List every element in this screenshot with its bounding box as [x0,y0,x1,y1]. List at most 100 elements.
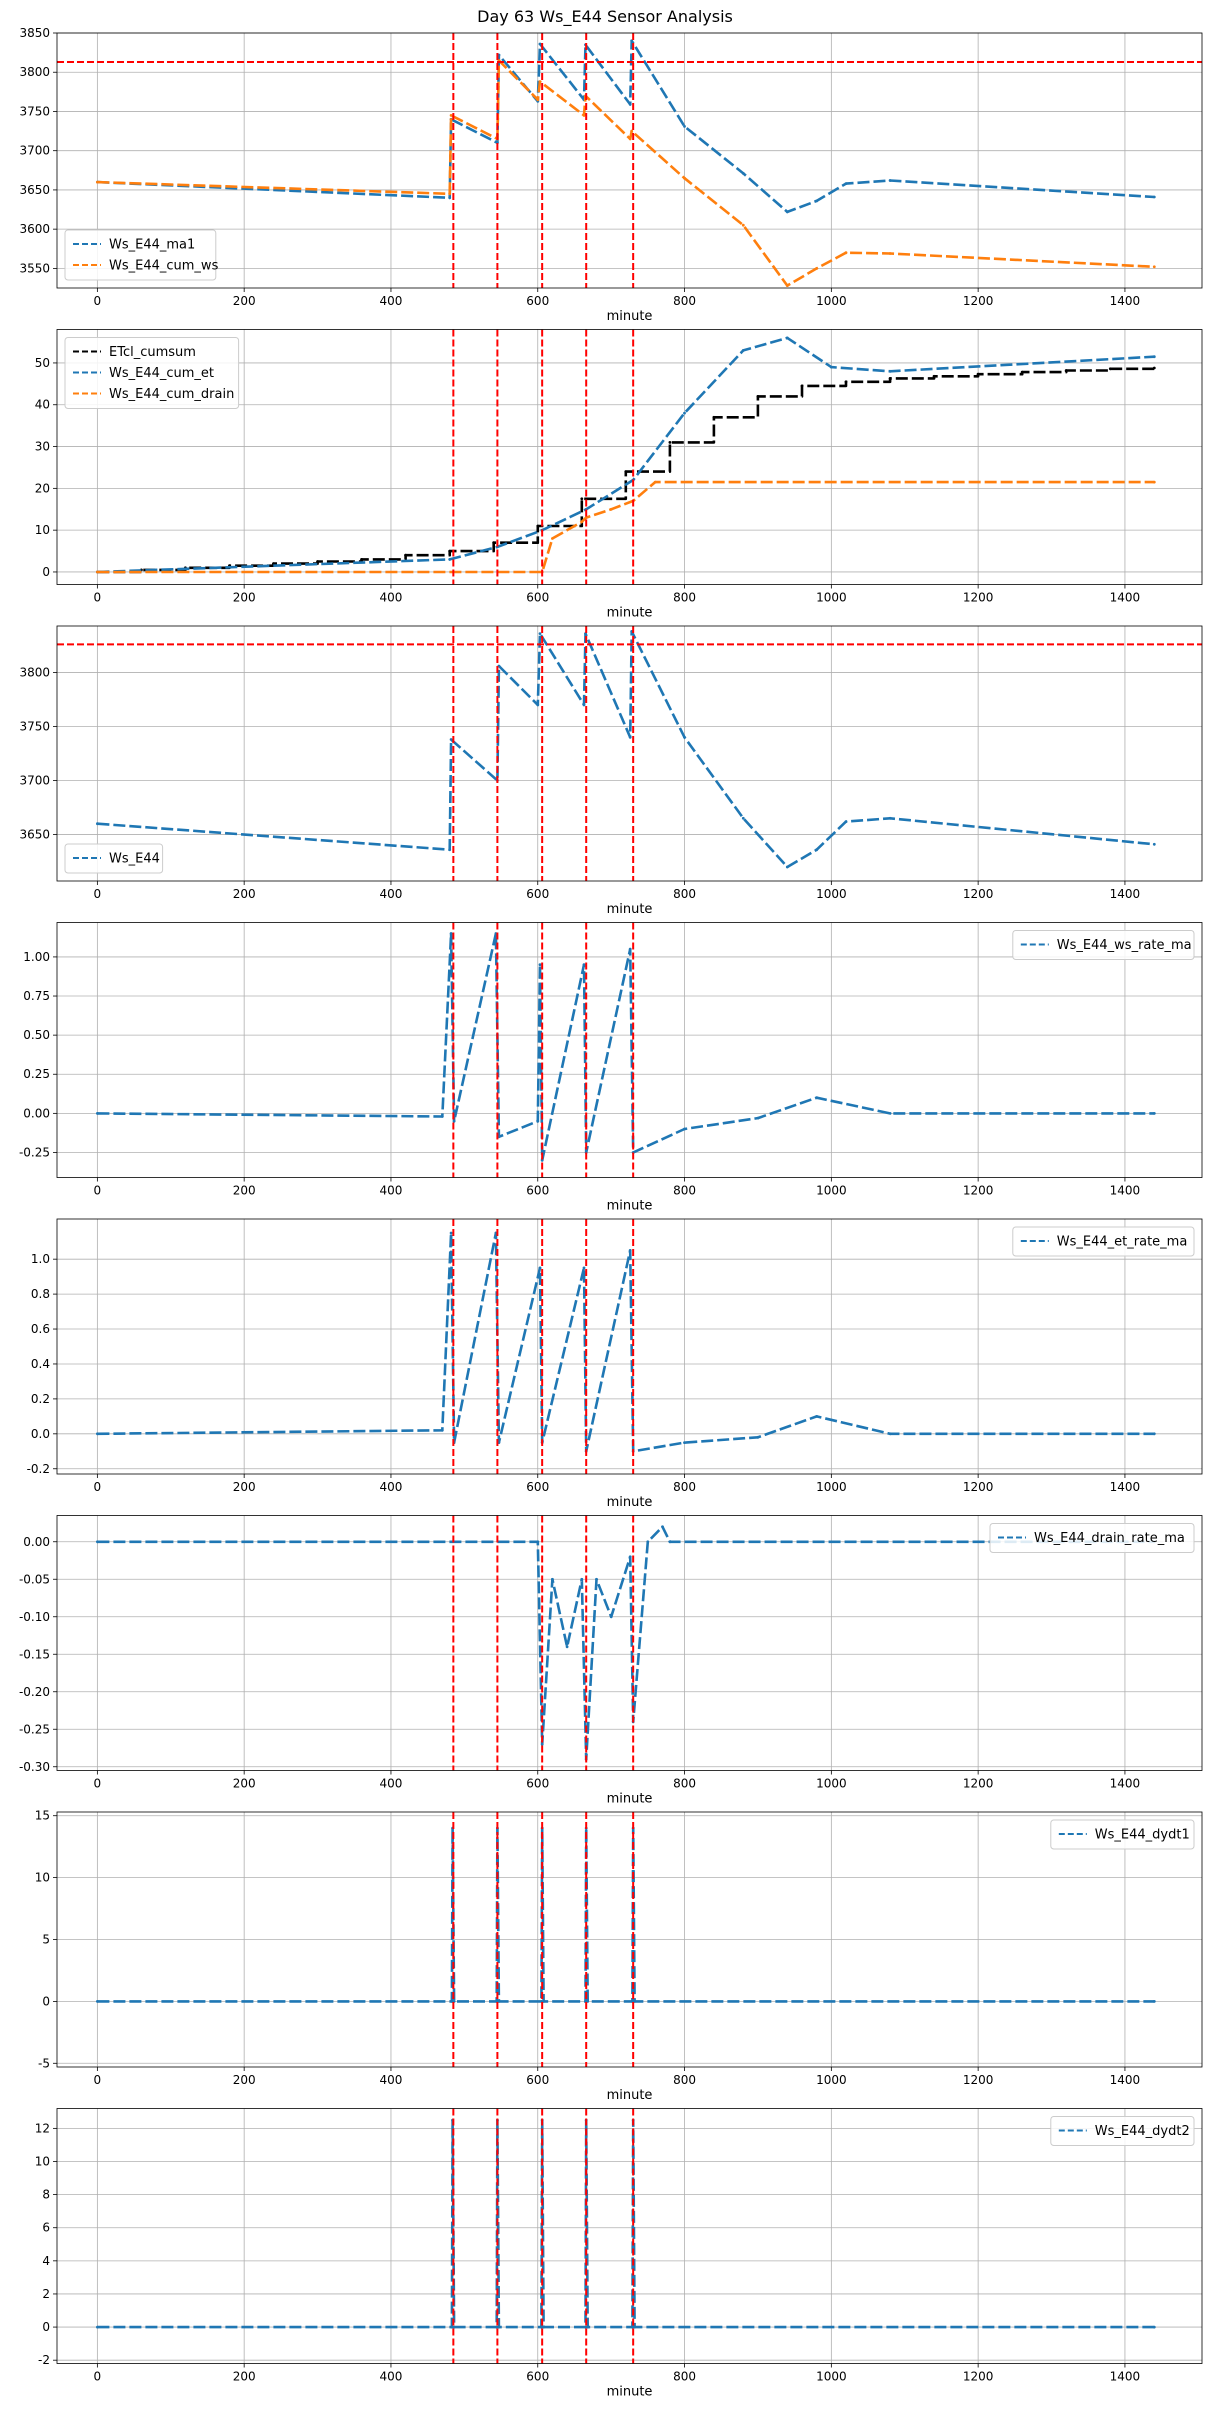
data-point [815,1415,819,1418]
data-point [628,137,632,141]
x-axis-label: minute [607,1792,653,1807]
data-point [449,1231,453,1235]
data-point [1152,366,1156,370]
data-point [440,1428,444,1432]
legend: Ws_E44_dydt2 [1050,2116,1195,2146]
data-point [1020,370,1024,374]
y-tick-label: 0.4 [31,1357,50,1371]
data-point [538,80,542,83]
legend-label: ETcl_cumsum [109,345,196,360]
x-tick-label: 1200 [963,591,994,605]
y-tick-label: 0.25 [23,1067,50,1081]
y-tick-label: 1.00 [23,950,50,964]
x-tick-label: 1000 [816,1480,847,1494]
data-point [595,1577,598,1581]
data-point [551,1577,554,1581]
legend-label: Ws_E44_et_rate_ma [1057,1235,1188,1250]
data-point [449,114,453,117]
data-point [844,820,848,823]
data-point [609,1615,613,1619]
data-point [96,570,99,574]
x-axis-label: minute [607,2088,653,2103]
data-point [756,1435,760,1439]
series-line-Ws_E44_dydt1 [97,1826,1155,2003]
data-point [628,735,632,739]
data-point [888,377,892,380]
data-point [1152,1112,1156,1115]
data-point [96,822,99,826]
x-tick-label: 800 [673,2073,696,2087]
legend: Ws_E44_ma1 Ws_E44_cum_ws [64,229,219,281]
data-point [538,1266,542,1270]
legend-box [64,229,217,281]
x-tick-label: 1400 [1110,1184,1141,1198]
data-point [1152,265,1156,269]
chart-5: 0 200 400 600 800 1000 1200 1400 -0.2 0.0 0.2 0.4 0.… [27,1218,1203,1510]
data-point [449,932,453,935]
x-tick-label: 600 [526,591,549,605]
data-point [448,196,452,200]
x-tick-label: 1400 [1110,1777,1141,1791]
data-point [815,848,819,852]
x-tick-label: 1000 [816,294,847,308]
x-tick-label: 400 [380,2073,403,2087]
y-tick-label: 3650 [19,183,50,197]
y-tick-label: 10 [35,1871,50,1885]
data-point [683,735,686,739]
legend-box [989,1523,1195,1553]
x-tick-label: 1400 [1110,591,1141,605]
data-point [785,284,789,287]
data-point [584,516,588,519]
x-tick-label: 1400 [1110,294,1141,308]
x-tick-label: 800 [673,887,696,901]
legend: Ws_E44_drain_rate_ma [989,1523,1195,1553]
data-point [609,507,613,511]
x-tick-label: 400 [380,294,403,308]
data-point [683,411,686,415]
data-point [586,2325,590,2329]
x-tick-label: 600 [526,887,549,901]
data-point [741,172,745,175]
legend-box [64,843,164,874]
x-tick-label: 200 [233,2370,256,2384]
x-tick-label: 400 [380,1480,403,1494]
y-tick-label: 0.8 [31,1287,50,1301]
data-point [630,39,634,43]
data-point [815,1096,819,1100]
data-point [404,553,407,557]
x-tick-label: 600 [526,1480,549,1494]
x-tick-label: 800 [673,1184,696,1198]
data-point [756,395,760,398]
data-point [448,558,452,561]
y-tick-label: 3550 [19,261,50,275]
data-point [628,1555,632,1559]
series-line-Ws_E44 [97,630,1155,869]
data-point [668,441,672,444]
axes-frame [56,32,1203,289]
data-point [741,349,745,352]
data-point [448,549,452,553]
chart-1: 0 200 400 600 800 1000 1200 1400 3550 3600 3650 370… [19,26,1203,324]
y-tick-label: -0.20 [19,1685,50,1699]
data-point [756,1116,760,1120]
data-point [661,1525,664,1529]
x-tick-label: 200 [233,1777,256,1791]
data-point [452,2325,456,2329]
legend-label: Ws_E44_dydt2 [1095,2124,1190,2139]
chart-2: 0 200 400 600 800 1000 1200 1400 0 10 20 30 40 50 minu… [35,329,1203,621]
data-point [888,369,892,373]
y-tick-label: 6 [42,2221,50,2235]
y-tick-label: 3700 [19,774,50,788]
x-tick-label: 0 [94,887,102,901]
x-tick-label: 1400 [1110,1480,1141,1494]
axes-frame [56,1515,1203,1771]
data-point [96,1112,99,1115]
data-point [542,2325,545,2329]
y-tick-label: 0.50 [23,1028,50,1042]
x-tick-label: 200 [233,591,256,605]
x-tick-label: 800 [673,1777,696,1791]
x-tick-label: 1400 [1110,2073,1141,2087]
data-point [815,199,819,203]
data-point [683,1127,686,1131]
data-point [800,384,804,388]
